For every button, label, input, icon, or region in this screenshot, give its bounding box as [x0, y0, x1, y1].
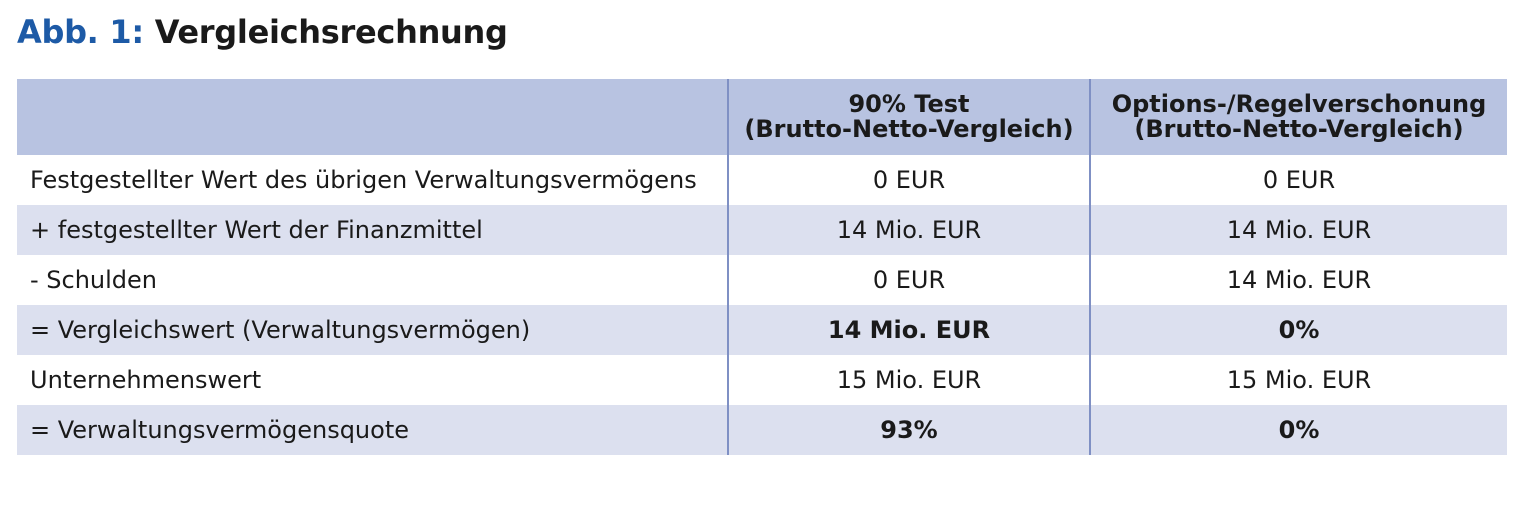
header-options-regelverschonung: Options-/Regelverschonung (Brutto-Netto-… [1089, 79, 1507, 155]
row-value-90-test: 93% [727, 405, 1090, 455]
row-value-90-test: 0 EUR [727, 255, 1090, 305]
row-label: Unternehmenswert [17, 355, 728, 405]
header-options-title: Options-/Regelverschonung [1111, 90, 1487, 118]
figure-title: Abb. 1: Vergleichsrechnung [17, 10, 508, 54]
row-value-options: 0 EUR [1089, 155, 1507, 205]
row-label: Festgestellter Wert des übrigen Verwaltu… [17, 155, 728, 205]
row-value-options: 0% [1089, 305, 1507, 355]
row-value-options: 15 Mio. EUR [1089, 355, 1507, 405]
row-label: - Schulden [17, 255, 728, 305]
table-row: + festgestellter Wert der Finanzmittel 1… [17, 205, 1507, 255]
table-row: - Schulden 0 EUR 14 Mio. EUR [17, 255, 1507, 305]
table-row: = Vergleichswert (Verwaltungsvermögen) 1… [17, 305, 1507, 355]
row-value-90-test: 15 Mio. EUR [727, 355, 1090, 405]
figure-number: Abb. 1: [17, 13, 144, 51]
header-90-test-subtitle: (Brutto-Netto-Vergleich) [744, 115, 1074, 143]
header-options-subtitle: (Brutto-Netto-Vergleich) [1134, 115, 1464, 143]
row-label: = Verwaltungsvermögensquote [17, 405, 728, 455]
figure-title-text: Vergleichsrechnung [154, 13, 508, 51]
table-row: Festgestellter Wert des übrigen Verwaltu… [17, 155, 1507, 205]
row-value-options: 0% [1089, 405, 1507, 455]
row-label: = Vergleichswert (Verwaltungsvermögen) [17, 305, 728, 355]
table-row: Unternehmenswert 15 Mio. EUR 15 Mio. EUR [17, 355, 1507, 405]
row-value-90-test: 14 Mio. EUR [727, 205, 1090, 255]
row-value-options: 14 Mio. EUR [1089, 255, 1507, 305]
header-90-test-title: 90% Test [848, 90, 970, 118]
header-empty-cell [17, 79, 728, 155]
header-90-test: 90% Test (Brutto-Netto-Vergleich) [727, 79, 1090, 155]
comparison-table: 90% Test (Brutto-Netto-Vergleich) Option… [17, 79, 1507, 455]
row-value-90-test: 0 EUR [727, 155, 1090, 205]
table-header-row: 90% Test (Brutto-Netto-Vergleich) Option… [17, 79, 1507, 155]
row-value-90-test: 14 Mio. EUR [727, 305, 1090, 355]
row-value-options: 14 Mio. EUR [1089, 205, 1507, 255]
row-label: + festgestellter Wert der Finanzmittel [17, 205, 728, 255]
table-row: = Verwaltungsvermögensquote 93% 0% [17, 405, 1507, 455]
